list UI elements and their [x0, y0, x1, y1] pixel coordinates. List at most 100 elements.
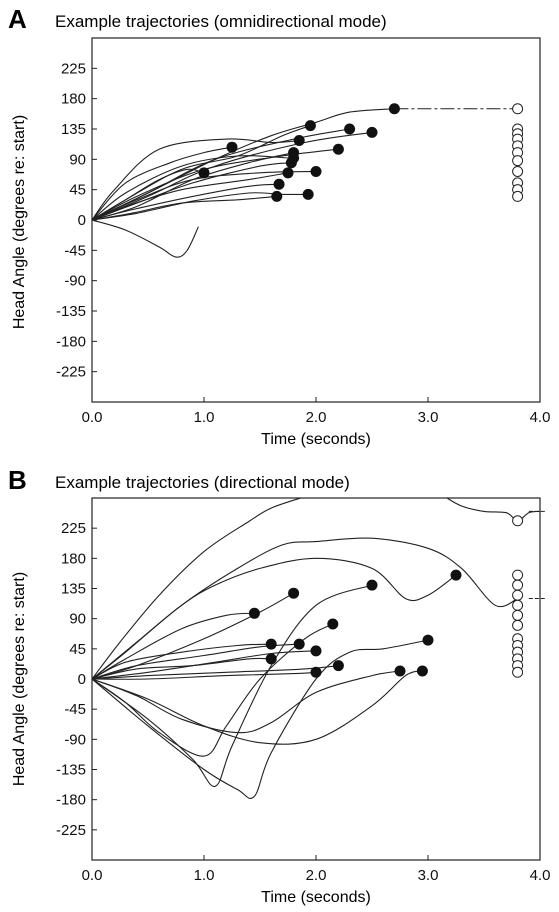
panel-b-stop-point — [248, 607, 260, 619]
panel-a-trajectory-line — [92, 183, 280, 221]
panel-a-ytick-label: -90 — [64, 273, 86, 290]
panel-b-final-point — [512, 579, 524, 591]
panel-a-points — [198, 103, 524, 202]
panel-b-ylabel: Head Angle (degrees re: start) — [11, 572, 28, 786]
panel-b-ytick-label: -180 — [56, 792, 86, 809]
panel-b-ytick-label: 45 — [69, 641, 86, 658]
panel-b-final-point — [512, 515, 524, 527]
panel-a-trajectory-line — [92, 138, 300, 221]
panel-b-final-point — [512, 619, 524, 631]
panel-a-ytick-label: -225 — [56, 364, 86, 381]
panel-b-trajectory-line — [92, 592, 294, 680]
panel-b-ytick-label: 90 — [69, 611, 86, 628]
panel-a-trajectory-line — [92, 170, 317, 221]
panel-b-ytick-label: -135 — [56, 762, 86, 779]
panel-a-stop-point — [273, 178, 285, 190]
panel-b-stop-point — [310, 666, 322, 678]
panel-b: B Example trajectories (directional mode… — [8, 465, 550, 906]
panel-b-stop-point — [450, 569, 462, 581]
panel-b-trajectory-line — [445, 498, 540, 522]
panel-a-ytick-label: 45 — [69, 182, 86, 199]
panel-a: A Example trajectories (omnidirectional … — [8, 4, 550, 448]
panel-b-points — [248, 515, 524, 678]
panel-b-xtick-label: 0.0 — [82, 867, 103, 884]
panel-b-ytick-label: -45 — [64, 701, 86, 718]
panel-a-stop-point — [344, 123, 356, 135]
panel-b-trajectory-line — [92, 643, 272, 680]
panel-b-final-point — [512, 609, 524, 621]
panel-a-ytick-label: 225 — [61, 60, 86, 77]
panel-a-ytick-label: 135 — [61, 121, 86, 138]
panel-b-stop-point — [394, 665, 406, 677]
panel-a-plot-frame — [91, 37, 541, 403]
panel-a-axis-ticks: 0.0 1.0 2.0 3.0 4.0 225 180 135 90 45 0 -45 -90 -135 -… — [56, 60, 550, 426]
panel-b-final-point — [512, 569, 524, 581]
panel-a-trajectory-line — [92, 146, 233, 221]
panel-a-letter: A — [8, 4, 27, 34]
panel-a-xtick-label: 4.0 — [530, 409, 551, 426]
panel-b-stop-point — [265, 638, 277, 650]
panel-a-title: Example trajectories (omnidirectional mo… — [55, 12, 387, 31]
panel-a-xtick-label: 1.0 — [194, 409, 215, 426]
panel-a-stop-point — [271, 190, 283, 202]
panel-b-xlabel: Time (seconds) — [261, 889, 371, 906]
panel-a-stop-point — [226, 141, 238, 153]
panel-a-trajectory-line — [92, 162, 292, 221]
panel-b-stop-point — [366, 579, 378, 591]
panel-a-stop-point — [198, 167, 210, 179]
panel-a-final-point — [512, 155, 524, 167]
panel-a-stop-point — [366, 126, 378, 138]
panel-b-axis-ticks: 0.0 1.0 2.0 3.0 4.0 225 180 135 90 45 0 -45 -90 -135 -… — [56, 510, 551, 884]
panel-b-trajectory-line — [92, 639, 429, 800]
panel-a-trajectory-line — [92, 192, 309, 221]
panel-b-trajectory-line — [92, 670, 423, 745]
panel-b-trajectory-line — [92, 612, 255, 680]
panel-a-stop-point — [304, 120, 316, 132]
panel-a-xtick-label: 0.0 — [82, 409, 103, 426]
panel-a-ytick-label: -45 — [64, 242, 86, 259]
panel-a-ytick-label: 90 — [69, 151, 86, 168]
panel-b-ytick-label: 0 — [78, 671, 86, 688]
panel-b-letter: B — [8, 465, 27, 495]
panel-a-trajectory-line — [92, 219, 199, 258]
panel-b-final-point — [512, 589, 524, 601]
panel-b-ytick-label: 135 — [61, 581, 86, 598]
panel-a-stop-point — [388, 103, 400, 115]
panel-a-xtick-label: 2.0 — [306, 409, 327, 426]
panel-b-stop-point — [293, 638, 305, 650]
panel-a-stop-point — [302, 188, 314, 200]
panel-b-stop-point — [416, 665, 428, 677]
panel-b-xtick-label: 1.0 — [194, 867, 215, 884]
panel-a-final-point — [512, 103, 524, 115]
panel-a-ylabel: Head Angle (degrees re: start) — [11, 115, 28, 329]
panel-a-trajectory-line — [92, 108, 395, 221]
panel-b-stop-point — [327, 618, 339, 630]
panel-a-xtick-label: 3.0 — [418, 409, 439, 426]
panel-b-trajectory-line — [92, 537, 518, 680]
panel-b-stop-point — [288, 587, 300, 599]
panel-a-trajectory-line — [92, 131, 373, 221]
panel-b-xtick-label: 2.0 — [306, 867, 327, 884]
panel-b-title: Example trajectories (directional mode) — [55, 473, 350, 492]
panel-a-final-point — [512, 165, 524, 177]
panel-b-final-point — [512, 599, 524, 611]
panel-b-trajectory-line — [92, 498, 303, 680]
panel-b-stop-point — [422, 634, 434, 646]
panel-b-trajectory-line — [92, 650, 317, 680]
panel-b-stop-point — [310, 645, 322, 657]
panel-b-xtick-label: 3.0 — [418, 867, 439, 884]
panel-b-xtick-label: 4.0 — [530, 867, 551, 884]
panel-b-final-point — [512, 666, 524, 678]
panel-b-ytick-label: 180 — [61, 550, 86, 567]
panel-a-ytick-label: -135 — [56, 303, 86, 320]
panel-b-trajectory-line — [92, 671, 317, 680]
panel-a-stop-point — [282, 167, 294, 179]
panel-b-ytick-label: -90 — [64, 731, 86, 748]
panel-a-ytick-label: 180 — [61, 91, 86, 108]
panel-a-trajectories — [92, 108, 518, 258]
panel-b-stop-point — [265, 653, 277, 665]
panel-a-ytick-label: 0 — [78, 212, 86, 229]
panel-b-ytick-label: -225 — [56, 822, 86, 839]
panel-b-trajectory-line — [92, 670, 401, 734]
